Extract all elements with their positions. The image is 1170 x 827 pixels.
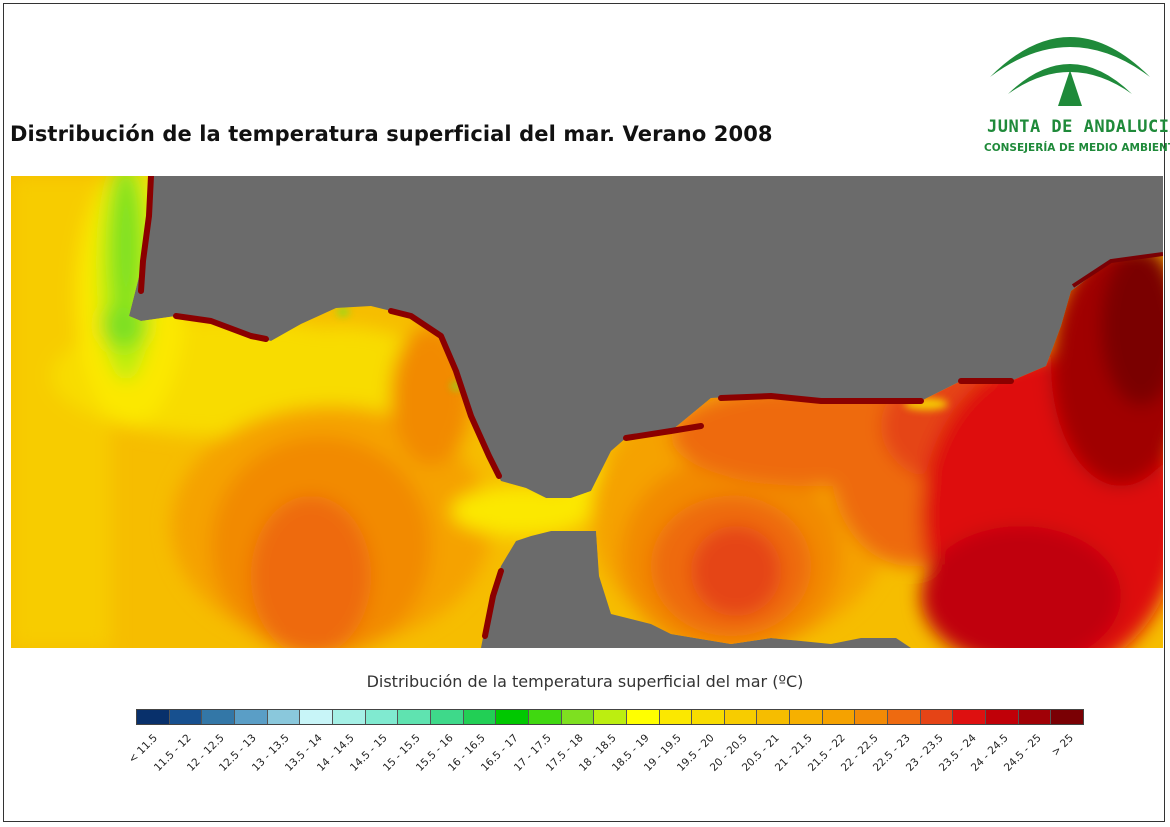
legend-swatch (1051, 710, 1084, 724)
legend-swatch (594, 710, 627, 724)
legend-swatch (430, 710, 464, 724)
legend-swatch (790, 710, 823, 724)
junta-de-andalucia-logo (990, 37, 1150, 106)
legend-swatch (137, 710, 170, 724)
legend-swatch (1018, 710, 1052, 724)
legend-swatch (888, 710, 921, 724)
legend-swatch (365, 710, 399, 724)
map-title: Distribución de la temperatura superfici… (10, 122, 773, 146)
legend-swatch (953, 710, 987, 724)
legend-swatch (202, 710, 235, 724)
legend-labels: < 11.5 11.5 - 12 12 - 12.5 12.5 - 13 13 - 13… (127, 732, 1084, 792)
legend-swatch (398, 710, 431, 724)
legend-swatch (724, 710, 758, 724)
legend-swatch (267, 710, 301, 724)
legend-swatch (659, 710, 693, 724)
legend-swatch (822, 710, 856, 724)
legend-swatch (496, 710, 529, 724)
legend-swatch (692, 710, 725, 724)
legend-swatch (561, 710, 595, 724)
legend-swatch (757, 710, 791, 724)
legend-swatch (920, 710, 954, 724)
legend-swatch (332, 710, 366, 724)
legend-swatch (528, 710, 562, 724)
legend-label: > 25 (1049, 732, 1076, 759)
logo-name: JUNTA DE ANDALUCIA (987, 117, 1170, 137)
sea-surface-temperature-map (11, 176, 1163, 648)
legend-swatch (626, 710, 660, 724)
legend-title: Distribución de la temperatura superfici… (366, 672, 804, 691)
legend-swatch (300, 710, 333, 724)
legend-swatch (855, 710, 889, 724)
legend-color-bar (136, 709, 1084, 725)
legend-swatch (169, 710, 203, 724)
logo-subtitle: CONSEJERÍA DE MEDIO AMBIENTE (984, 142, 1170, 154)
legend-swatch (986, 710, 1019, 724)
legend-swatch (463, 710, 497, 724)
legend-swatch (234, 710, 268, 724)
